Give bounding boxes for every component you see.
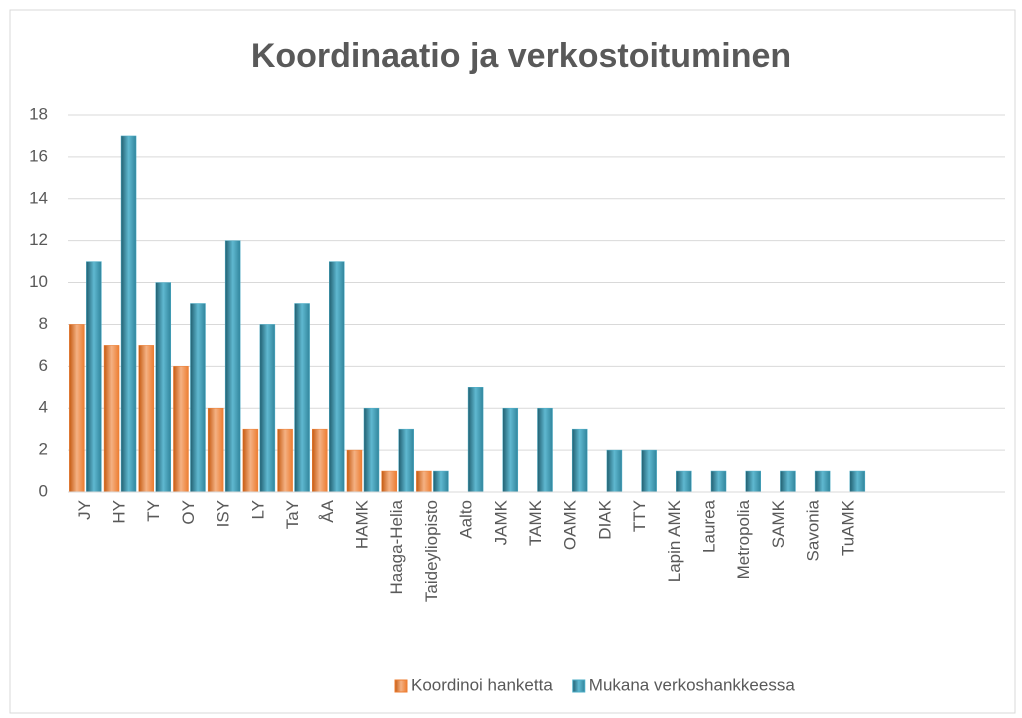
x-tick-label: JAMK bbox=[491, 499, 510, 545]
bar bbox=[190, 303, 206, 493]
bar bbox=[676, 470, 692, 493]
chart-title: Koordinaatio ja verkostoituminen bbox=[251, 37, 791, 75]
bar bbox=[173, 366, 189, 493]
x-tick-label: TuAMK bbox=[838, 499, 857, 556]
bar bbox=[571, 428, 588, 493]
bar bbox=[363, 407, 380, 493]
y-tick-label: 2 bbox=[39, 440, 48, 459]
x-tick-label: TTY bbox=[630, 500, 649, 532]
bar bbox=[242, 428, 259, 493]
bar bbox=[502, 407, 519, 493]
bar bbox=[745, 470, 761, 493]
x-tick-label: HAMK bbox=[352, 499, 371, 549]
legend-swatch bbox=[394, 679, 408, 693]
bar bbox=[710, 470, 727, 493]
y-tick-label: 0 bbox=[39, 481, 48, 500]
bar bbox=[312, 428, 328, 493]
bar bbox=[155, 282, 172, 493]
bar bbox=[780, 470, 796, 493]
bar bbox=[86, 261, 102, 493]
y-tick-label: 12 bbox=[29, 230, 48, 249]
bar bbox=[294, 303, 310, 493]
bar bbox=[814, 470, 831, 493]
x-tick-label: ISY bbox=[214, 500, 233, 527]
legend-label: Mukana verkoshankkeessa bbox=[589, 675, 796, 694]
y-tick-label: 4 bbox=[39, 398, 48, 417]
x-tick-label: HY bbox=[110, 500, 129, 524]
y-tick-label: 8 bbox=[39, 314, 48, 333]
bar bbox=[329, 261, 345, 493]
x-tick-label: Aalto bbox=[457, 500, 476, 539]
bar bbox=[381, 470, 397, 493]
bar bbox=[346, 449, 363, 493]
x-tick-label: OAMK bbox=[561, 499, 580, 550]
bar bbox=[259, 324, 276, 493]
bar bbox=[433, 470, 449, 493]
y-tick-label: 14 bbox=[29, 188, 48, 207]
x-tick-label: Savonia bbox=[804, 499, 823, 561]
x-tick-label: Laurea bbox=[700, 499, 719, 552]
x-tick-label: LY bbox=[248, 500, 267, 520]
bar bbox=[641, 449, 657, 493]
x-tick-label: TaY bbox=[283, 500, 302, 529]
x-tick-label: Metropolia bbox=[734, 499, 753, 579]
y-tick-label: 6 bbox=[39, 356, 48, 375]
x-tick-label: OY bbox=[179, 500, 198, 525]
legend-swatch bbox=[572, 679, 586, 693]
bar bbox=[849, 470, 866, 493]
bar bbox=[398, 428, 414, 493]
bar bbox=[224, 240, 241, 493]
x-tick-label: DIAK bbox=[595, 499, 614, 539]
bar bbox=[467, 387, 484, 493]
y-tick-label: 18 bbox=[29, 104, 48, 123]
bar bbox=[69, 324, 85, 493]
bar bbox=[120, 135, 137, 493]
bar bbox=[103, 345, 120, 493]
bar bbox=[138, 345, 155, 493]
bar bbox=[606, 449, 623, 493]
bar bbox=[537, 407, 553, 493]
x-tick-label: SAMK bbox=[769, 499, 788, 548]
y-tick-label: 10 bbox=[29, 272, 48, 291]
x-tick-label: Lapin AMK bbox=[665, 499, 684, 582]
chart-border bbox=[9, 9, 1016, 714]
y-tick-label: 16 bbox=[29, 146, 48, 165]
x-tick-label: ÅA bbox=[318, 499, 337, 522]
x-tick-label: TY bbox=[144, 500, 163, 522]
x-tick-label: TAMK bbox=[526, 499, 545, 546]
bar bbox=[207, 407, 224, 493]
x-tick-label: Taideyliopisto bbox=[422, 500, 441, 602]
x-tick-label: Haaga-Helia bbox=[387, 499, 406, 594]
legend-label: Koordinoi hanketta bbox=[411, 675, 553, 694]
bar bbox=[416, 470, 432, 493]
x-tick-label: JY bbox=[75, 500, 94, 520]
bar bbox=[277, 428, 293, 493]
